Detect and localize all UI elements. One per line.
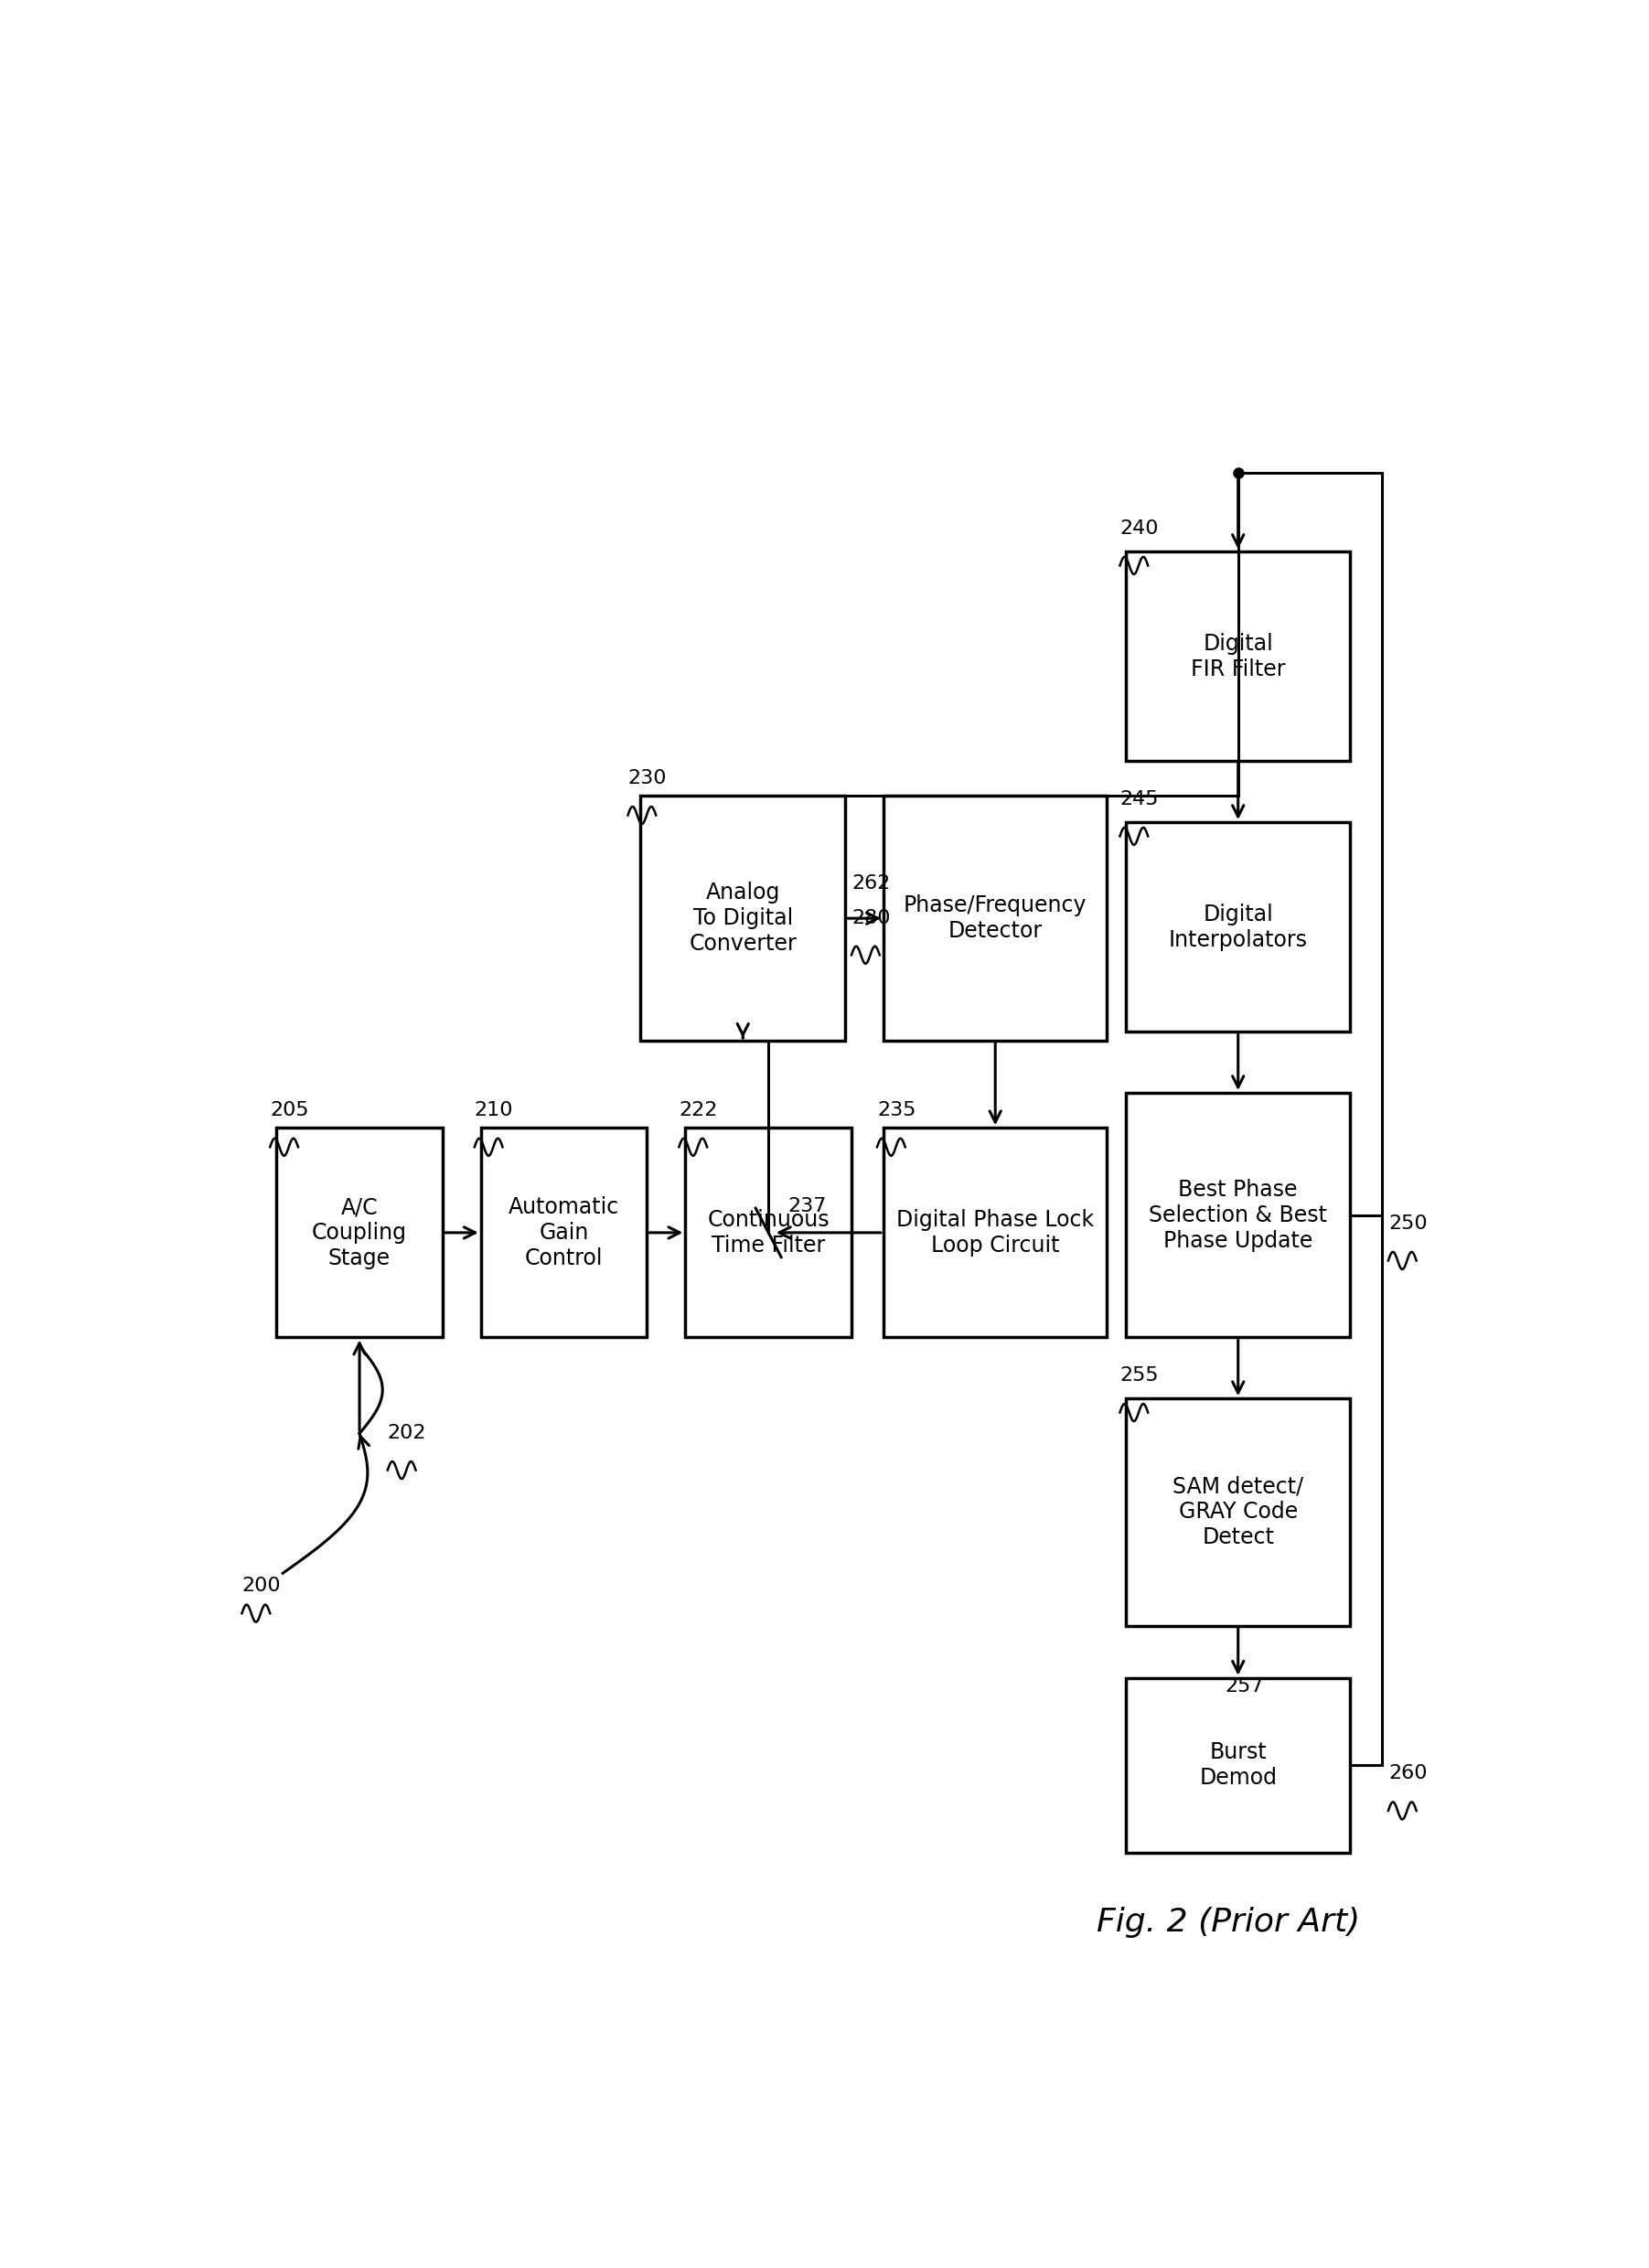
Text: Continuous
Time Filter: Continuous Time Filter	[707, 1209, 829, 1256]
Text: Digital
Interpolators: Digital Interpolators	[1169, 903, 1308, 950]
Text: 250: 250	[1388, 1213, 1428, 1234]
Text: 245: 245	[1120, 789, 1159, 807]
Text: A/C
Coupling
Stage: A/C Coupling Stage	[312, 1195, 407, 1270]
Text: Digital Phase Lock
Loop Circuit: Digital Phase Lock Loop Circuit	[897, 1209, 1093, 1256]
FancyBboxPatch shape	[277, 1127, 442, 1338]
Text: 257: 257	[1225, 1676, 1265, 1696]
Text: Automatic
Gain
Control: Automatic Gain Control	[508, 1195, 620, 1270]
Text: 237: 237	[788, 1198, 826, 1216]
FancyBboxPatch shape	[1126, 823, 1351, 1032]
Text: 240: 240	[1120, 519, 1159, 538]
FancyBboxPatch shape	[1126, 1093, 1351, 1338]
FancyBboxPatch shape	[1126, 551, 1351, 762]
Text: 230: 230	[628, 769, 666, 787]
FancyBboxPatch shape	[641, 796, 846, 1041]
Text: 202: 202	[388, 1424, 427, 1442]
FancyBboxPatch shape	[1126, 1678, 1351, 1853]
Text: 205: 205	[270, 1100, 308, 1118]
Text: 210: 210	[475, 1100, 513, 1118]
Text: Phase/Frequency
Detector: Phase/Frequency Detector	[904, 894, 1087, 941]
Text: 255: 255	[1120, 1365, 1159, 1383]
Text: Digital
FIR Filter: Digital FIR Filter	[1191, 633, 1286, 680]
Text: Best Phase
Selection & Best
Phase Update: Best Phase Selection & Best Phase Update	[1149, 1179, 1327, 1252]
FancyBboxPatch shape	[884, 796, 1106, 1041]
Text: Burst
Demod: Burst Demod	[1199, 1742, 1276, 1789]
Text: 262: 262	[851, 873, 890, 891]
Text: Analog
To Digital
Converter: Analog To Digital Converter	[689, 882, 796, 955]
Text: 200: 200	[242, 1576, 280, 1594]
FancyBboxPatch shape	[1126, 1399, 1351, 1626]
Text: 280: 280	[851, 909, 890, 928]
Text: Fig. 2 (Prior Art): Fig. 2 (Prior Art)	[1097, 1907, 1360, 1939]
Text: 235: 235	[877, 1100, 915, 1118]
FancyBboxPatch shape	[482, 1127, 646, 1338]
Text: 222: 222	[679, 1100, 717, 1118]
FancyBboxPatch shape	[686, 1127, 851, 1338]
FancyBboxPatch shape	[884, 1127, 1106, 1338]
Text: 260: 260	[1388, 1765, 1426, 1783]
Text: SAM detect/
GRAY Code
Detect: SAM detect/ GRAY Code Detect	[1172, 1476, 1304, 1549]
